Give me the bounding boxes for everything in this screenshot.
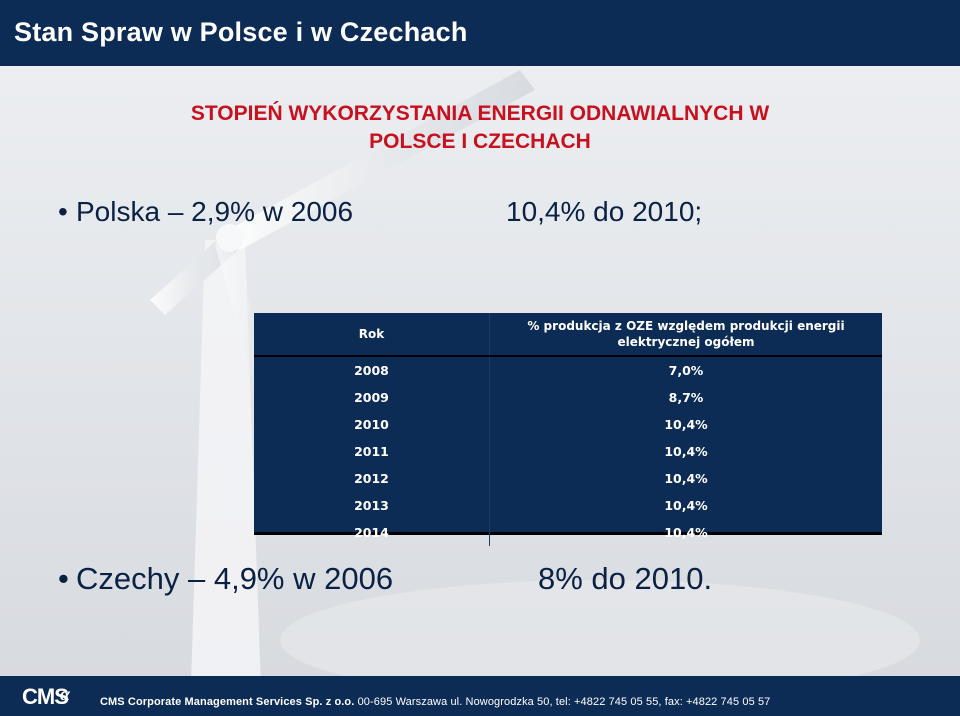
bullet-poland: • Polska – 2,9% w 2006 10,4% do 2010;	[58, 196, 702, 228]
year-cell: 2012	[254, 465, 490, 492]
bullet-czech-target: 8% do 2010.	[538, 561, 713, 596]
percent-cell: 10,4%	[664, 498, 708, 513]
table-header-row: Rok % produkcja z OZE względem produkcji…	[254, 313, 882, 357]
heading-line-1: STOPIEŃ WYKORZYSTANIA ENERGII ODNAWIALNY…	[190, 102, 770, 125]
year-cell: 2011	[254, 438, 490, 465]
renewables-table: Rok % produkcja z OZE względem produkcji…	[254, 313, 882, 546]
year-cell: 2013	[254, 492, 490, 519]
bullet-poland-text: Polska – 2,9% w 2006	[76, 196, 354, 227]
section-heading: STOPIEŃ WYKORZYSTANIA ENERGII ODNAWIALNY…	[60, 100, 900, 156]
title-bar: Stan Spraw w Polsce i w Czechach	[0, 0, 960, 66]
table-row: 2012 10,4%	[254, 465, 882, 492]
table-row: 2009 8,7%	[254, 384, 882, 411]
table-row: 2013 10,4%	[254, 492, 882, 519]
year-cell: 2014	[254, 519, 490, 546]
footer-address: 00-695 Warszawa ul. Nowogrodzka 50, tel:…	[357, 696, 771, 708]
slide-title: Stan Spraw w Polsce i w Czechach	[14, 17, 468, 47]
heading-line-2: POLSCE I CZECHACH	[369, 130, 591, 153]
bullet-icon: •	[58, 196, 68, 227]
column-header-percent-line-1: % produkcja z OZE względem produkcji ene…	[527, 319, 845, 333]
year-cell: 2009	[254, 384, 490, 411]
table-row: 2014 10,4%	[254, 519, 882, 546]
percent-cell: 10,4%	[664, 471, 708, 486]
percent-cell: 10,4%	[664, 417, 708, 432]
percent-cell: 10,4%	[664, 525, 708, 540]
percent-cell: 10,4%	[664, 444, 708, 459]
bullet-czech-text: Czechy – 4,9% w 2006	[76, 561, 394, 596]
footer-contact: CMS Corporate Management Services Sp. z …	[100, 696, 770, 708]
company-logo: CMS	[22, 684, 69, 709]
table-row: 2008 7,0%	[254, 356, 882, 384]
percent-cell: 7,0%	[668, 363, 704, 378]
bullet-poland-target: 10,4% do 2010;	[506, 196, 703, 227]
column-header-year: Rok	[254, 313, 490, 357]
footer-bar: CMS α CMS Corporate Management Services …	[0, 676, 960, 716]
table-row: 2011 10,4%	[254, 438, 882, 465]
table-row: 2010 10,4%	[254, 411, 882, 438]
year-cell: 2008	[254, 356, 490, 384]
footer-company-name: CMS Corporate Management Services Sp. z …	[100, 696, 355, 708]
company-logo-accent: α	[60, 684, 70, 704]
bullet-icon: •	[58, 561, 69, 596]
percent-cell: 8,7%	[668, 390, 704, 405]
column-header-percent: % produkcja z OZE względem produkcji ene…	[489, 313, 882, 357]
year-cell: 2010	[254, 411, 490, 438]
bullet-czech: • Czechy – 4,9% w 2006 8% do 2010.	[58, 561, 712, 597]
column-header-percent-line-2: elektrycznej ogółem	[617, 335, 755, 349]
